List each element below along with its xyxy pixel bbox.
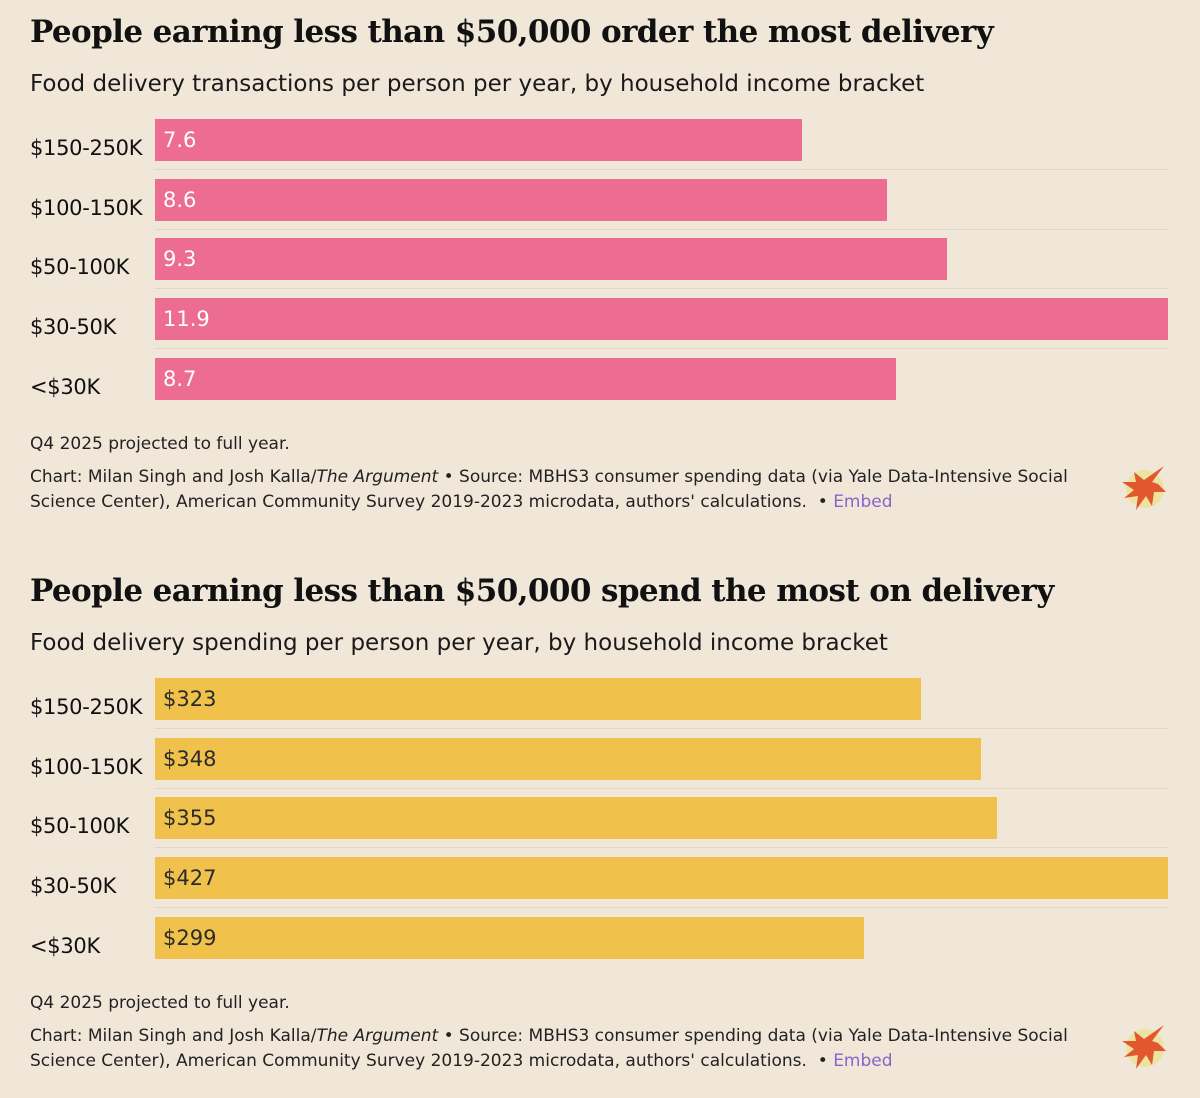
bar-value-label: 11.9 xyxy=(163,307,210,332)
bar-value-label: $299 xyxy=(163,925,217,950)
bar: 7.6 xyxy=(155,119,802,161)
bar: $355 xyxy=(155,797,997,840)
category-label: $50-100K xyxy=(30,255,130,280)
bar-row: <$30K $299 xyxy=(0,916,1200,977)
bar-row: <$30K 8.7 xyxy=(0,357,1200,418)
bar-value-label: $427 xyxy=(163,866,217,891)
chart-note: Q4 2025 projected to full year. xyxy=(30,434,290,454)
row-divider xyxy=(155,228,1168,230)
bar: 9.3 xyxy=(155,238,947,281)
row-divider xyxy=(155,169,1168,170)
category-label: $30-50K xyxy=(30,315,117,340)
bar-row: $150-250K 7.6 xyxy=(0,119,1200,179)
row-divider xyxy=(155,847,1168,849)
bar-value-label: 9.3 xyxy=(163,247,197,272)
bar-chart: $150-250K 7.6 $100-150K 8.6 $50-100K 9.3 $30-5… xyxy=(0,119,1200,539)
bar: $348 xyxy=(155,737,981,780)
category-label: <$30K xyxy=(30,933,100,958)
embed-link[interactable]: Embed xyxy=(833,492,893,512)
chart-transactions: People earning less than $50,000 order t… xyxy=(0,0,1200,540)
bar-value-label: 8.7 xyxy=(163,366,197,391)
chart-spending: People earning less than $50,000 spend t… xyxy=(0,559,1200,1089)
category-label: $150-250K xyxy=(30,695,143,719)
credit-authors: Chart: Milan Singh and Josh Kalla/ xyxy=(30,467,317,487)
chart-subtitle: Food delivery spending per person per ye… xyxy=(30,630,888,656)
bar-row: $50-100K $355 xyxy=(0,797,1200,857)
bar: $427 xyxy=(155,857,1168,900)
category-label: $100-150K xyxy=(30,195,143,220)
bar-row: $50-100K 9.3 xyxy=(0,238,1200,298)
row-divider xyxy=(155,348,1168,350)
bar-row: $100-150K $348 xyxy=(0,737,1200,798)
credit-authors: Chart: Milan Singh and Josh Kalla/ xyxy=(30,1026,317,1046)
category-label: $100-150K xyxy=(30,754,143,779)
category-label: <$30K xyxy=(30,374,100,399)
chart-note: Q4 2025 projected to full year. xyxy=(30,993,290,1013)
credit-source: • Source: MBHS3 consumer spending data (… xyxy=(30,1026,1068,1071)
bar: 8.6 xyxy=(155,178,887,221)
publication-name: The Argument xyxy=(316,467,439,487)
bar: $323 xyxy=(155,678,921,720)
bar-row: $30-50K 11.9 xyxy=(0,298,1200,358)
bar-value-label: 8.6 xyxy=(163,187,197,212)
row-divider xyxy=(155,787,1168,789)
credit-source: • Source: MBHS3 consumer spending data (… xyxy=(30,467,1068,512)
bar: $299 xyxy=(155,916,864,959)
bar-value-label: 7.6 xyxy=(163,128,197,152)
category-label: $30-50K xyxy=(30,874,117,899)
bar-value-label: $348 xyxy=(163,746,217,771)
starburst-logo-icon xyxy=(1122,466,1166,510)
bar-value-label: $323 xyxy=(163,687,217,711)
chart-title: People earning less than $50,000 order t… xyxy=(30,14,994,50)
row-divider xyxy=(155,728,1168,729)
category-label: $50-100K xyxy=(30,814,130,839)
bar-value-label: $355 xyxy=(163,806,217,831)
chart-credit: Chart: Milan Singh and Josh Kalla/The Ar… xyxy=(30,1024,1105,1074)
chart-title: People earning less than $50,000 spend t… xyxy=(30,573,1054,609)
publication-name: The Argument xyxy=(316,1026,439,1046)
bar-chart: $150-250K $323 $100-150K $348 $50-100K $355 $3… xyxy=(0,678,1200,1098)
category-label: $150-250K xyxy=(30,136,143,160)
bar-row: $150-250K $323 xyxy=(0,678,1200,738)
starburst-logo-icon xyxy=(1122,1025,1166,1069)
chart-subtitle: Food delivery transactions per person pe… xyxy=(30,71,925,97)
row-divider xyxy=(155,288,1168,290)
bar-row: $100-150K 8.6 xyxy=(0,178,1200,239)
row-divider xyxy=(155,907,1168,909)
embed-link[interactable]: Embed xyxy=(833,1051,893,1071)
bar: 8.7 xyxy=(155,357,896,400)
chart-credit: Chart: Milan Singh and Josh Kalla/The Ar… xyxy=(30,465,1105,515)
bar-row: $30-50K $427 xyxy=(0,857,1200,917)
bar: 11.9 xyxy=(155,298,1168,341)
